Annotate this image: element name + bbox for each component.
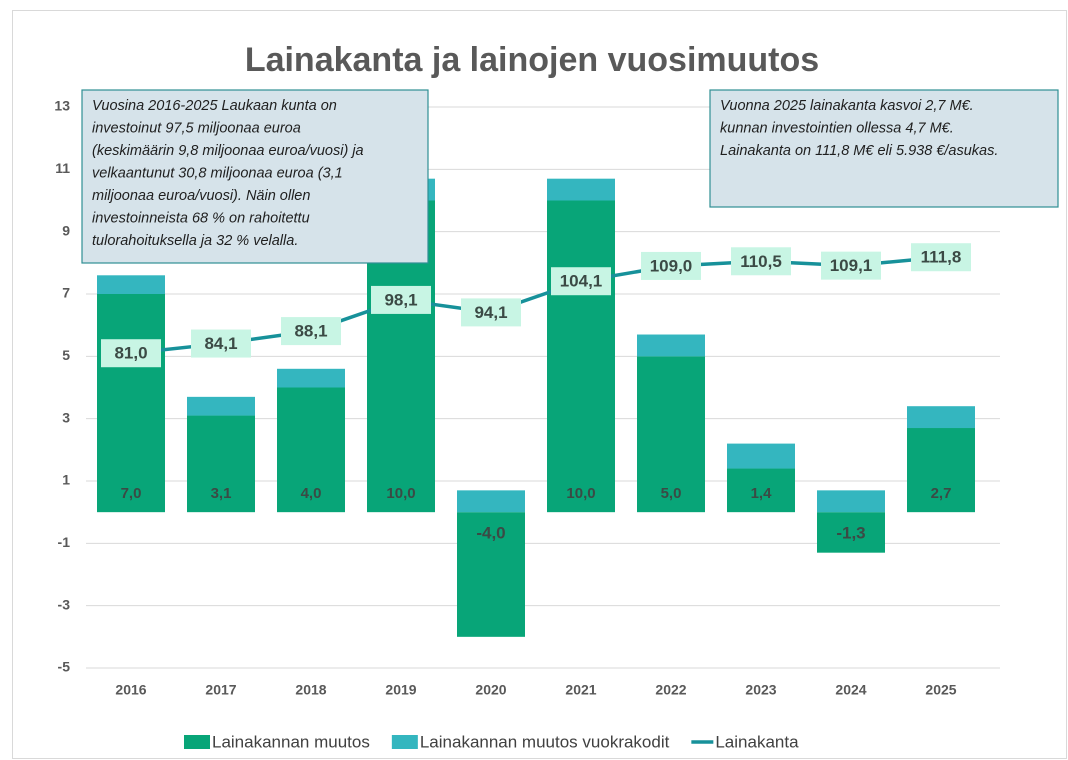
line-value-label-box: 111,8 bbox=[911, 243, 971, 272]
line-value-label-box: 98,1 bbox=[371, 285, 431, 314]
bar bbox=[817, 512, 885, 553]
bar-value-label: -4,0 bbox=[476, 524, 505, 543]
bar bbox=[457, 512, 525, 637]
y-tick-label: 13 bbox=[54, 98, 70, 114]
legend-label: Lainakannan muutos vuokrakodit bbox=[420, 732, 670, 751]
annotation-box bbox=[709, 89, 1059, 208]
line-value-label: 88,1 bbox=[294, 322, 327, 341]
chart-title: Lainakanta ja lainojen vuosimuutos bbox=[245, 41, 819, 79]
y-tick-label: -3 bbox=[58, 596, 71, 612]
line-value-label: 109,1 bbox=[830, 256, 873, 275]
line-value-label: 104,1 bbox=[560, 272, 603, 291]
label-background bbox=[731, 247, 791, 276]
bar bbox=[547, 200, 615, 513]
annotation-text: investoinut 97,5 miljoonaa euroa bbox=[92, 120, 301, 136]
annotation-text: Vuosina 2016-2025 Laukaan kunta on bbox=[92, 98, 337, 114]
line-value-label: 94,1 bbox=[474, 303, 507, 322]
y-tick-label: 11 bbox=[55, 160, 70, 176]
bar bbox=[907, 406, 975, 429]
label-background bbox=[551, 267, 611, 296]
bar bbox=[187, 396, 255, 416]
label-background bbox=[371, 285, 431, 314]
annotation-text: Vuonna 2025 lainakanta kasvoi 2,7 M€. bbox=[720, 98, 974, 114]
line-value-label: 109,0 bbox=[650, 256, 693, 275]
label-background bbox=[911, 243, 971, 272]
legend-swatch bbox=[391, 735, 418, 749]
label-background bbox=[821, 251, 881, 280]
bar bbox=[727, 443, 795, 469]
legend-label: Lainakannan muutos bbox=[212, 732, 370, 751]
bar bbox=[637, 356, 705, 513]
legend-label: Lainakanta bbox=[715, 732, 799, 751]
x-tick-label: 2017 bbox=[205, 682, 236, 698]
x-tick-label: 2019 bbox=[385, 682, 416, 698]
line-value-label: 110,5 bbox=[740, 252, 782, 271]
annotation-box bbox=[81, 89, 429, 264]
bar-value-label: 2,7 bbox=[931, 485, 952, 502]
bar bbox=[457, 490, 525, 513]
label-background bbox=[191, 329, 251, 358]
line-value-label-box: 94,1 bbox=[461, 298, 521, 327]
x-tick-label: 2016 bbox=[115, 682, 146, 698]
label-background bbox=[281, 317, 341, 346]
bar bbox=[97, 275, 165, 294]
bar-value-label: 4,0 bbox=[301, 485, 322, 502]
line-value-label: 98,1 bbox=[384, 290, 417, 309]
line bbox=[130, 255, 942, 355]
bar bbox=[817, 490, 885, 513]
bar-value-label: -1,3 bbox=[836, 524, 865, 543]
bar-value-label: 7,0 bbox=[121, 485, 142, 502]
y-tick-label: 1 bbox=[62, 472, 70, 488]
label-background bbox=[641, 251, 701, 280]
bar bbox=[727, 468, 795, 513]
line-value-label: 111,8 bbox=[921, 248, 962, 267]
y-tick-label: 7 bbox=[62, 285, 70, 301]
y-tick-label: -5 bbox=[58, 659, 71, 675]
y-tick-label: 9 bbox=[62, 222, 70, 238]
label-background bbox=[101, 339, 161, 368]
label-background bbox=[461, 298, 521, 327]
bar bbox=[97, 294, 165, 513]
bar bbox=[907, 428, 975, 513]
annotation-text: tulorahoituksella ja 32 % velalla. bbox=[92, 233, 298, 249]
bar-value-label: 10,0 bbox=[566, 485, 595, 502]
legend-swatch bbox=[184, 735, 210, 749]
x-tick-label: 2021 bbox=[565, 682, 596, 698]
bar-value-label: 5,0 bbox=[661, 485, 682, 502]
x-tick-label: 2020 bbox=[475, 682, 506, 698]
bar bbox=[637, 334, 705, 357]
annotation-text: miljoonaa euroa/vuosi). Näin ollen bbox=[92, 188, 310, 204]
x-tick-label: 2024 bbox=[835, 682, 866, 698]
line-value-label-box: 88,1 bbox=[281, 317, 341, 346]
line-value-label: 81,0 bbox=[114, 344, 147, 363]
line-value-label-box: 109,0 bbox=[641, 251, 701, 280]
line-value-label-box: 84,1 bbox=[191, 329, 251, 358]
bar-value-label: 1,4 bbox=[751, 485, 773, 502]
line-value-label-box: 110,5 bbox=[731, 247, 791, 276]
bar bbox=[547, 178, 615, 201]
line-value-label-box: 81,0 bbox=[101, 339, 161, 368]
x-tick-label: 2018 bbox=[295, 682, 326, 698]
x-tick-label: 2025 bbox=[925, 682, 956, 698]
annotation-text: Lainakanta on 111,8 M€ eli 5.938 €/asuka… bbox=[720, 143, 998, 159]
bar-value-label: 3,1 bbox=[211, 485, 232, 502]
y-tick-label: 3 bbox=[62, 409, 70, 425]
annotation-text: velkaantunut 30,8 miljoonaa euroa (3,1 bbox=[92, 165, 343, 181]
x-tick-label: 2023 bbox=[745, 682, 776, 698]
y-tick-label: -1 bbox=[58, 534, 71, 550]
x-tick-label: 2022 bbox=[655, 682, 686, 698]
annotation-text: kunnan investointien ollessa 4,7 M€. bbox=[720, 120, 954, 136]
bar bbox=[187, 415, 255, 513]
bar bbox=[277, 387, 345, 513]
line-value-label-box: 104,1 bbox=[551, 267, 611, 296]
y-tick-label: 5 bbox=[62, 347, 70, 363]
annotation-text: investoinneista 68 % on rahoitettu bbox=[92, 210, 310, 226]
bar bbox=[277, 368, 345, 388]
bar-value-label: 10,0 bbox=[386, 485, 415, 502]
line-value-label: 84,1 bbox=[204, 334, 237, 353]
annotation-text: (keskimäärin 9,8 miljoonaa euroa/vuosi) … bbox=[92, 143, 364, 159]
line-value-label-box: 109,1 bbox=[821, 251, 881, 280]
